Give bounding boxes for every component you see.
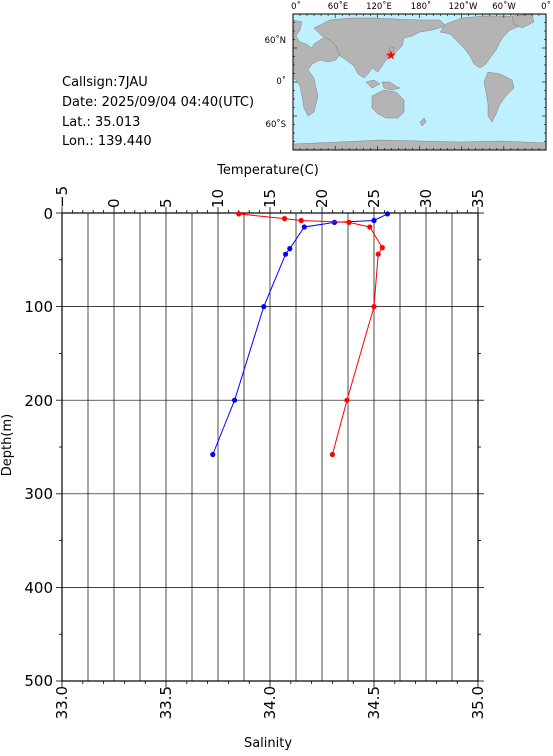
world-map: 0˚ 60˚E 120˚E 180˚ 120˚W 60˚W 0˚ 60˚N 0˚… bbox=[265, 1, 551, 151]
y-tick-label: 0 bbox=[43, 205, 53, 223]
temperature-tick-label: 20 bbox=[313, 189, 331, 208]
map-lon-label: 120˚E bbox=[366, 1, 392, 12]
temperature-tick-label: 0 bbox=[105, 198, 123, 208]
temperature-tick-label: 15 bbox=[261, 189, 279, 208]
temperature-data-point bbox=[384, 211, 391, 217]
salinity-data-point bbox=[344, 397, 350, 403]
station-info: Callsign:7JAU Date: 2025/09/04 04:40(UTC… bbox=[62, 75, 254, 149]
chart-grid bbox=[61, 213, 479, 681]
y-tick-label: 400 bbox=[24, 579, 53, 597]
land-japan bbox=[385, 45, 395, 59]
land-south-america bbox=[483, 71, 515, 123]
map-lat-labels: 60˚N 0˚ 60˚S bbox=[265, 35, 286, 130]
land-new-guinea bbox=[381, 81, 401, 91]
salinity-data-point bbox=[346, 219, 352, 225]
salinity-data-point bbox=[329, 451, 335, 458]
temperature-data-point bbox=[232, 397, 238, 403]
salinity-tick-labels: 33.0 33.5 34.0 34.5 35.0 bbox=[53, 686, 487, 719]
map-lon-label: 180˚ bbox=[411, 1, 431, 12]
temperature-axis-title: Temperature(C) bbox=[216, 163, 319, 178]
salinity-profile-line bbox=[238, 213, 383, 455]
temperature-profile-line bbox=[212, 213, 388, 455]
y-tick-labels: 0 100 200 300 400 500 bbox=[24, 205, 53, 690]
y-axis-title: Depth(m) bbox=[0, 414, 15, 476]
temperature-tick-label: 35 bbox=[469, 189, 487, 208]
map-lon-label: 60˚W bbox=[492, 1, 516, 12]
temperature-data-point bbox=[371, 217, 377, 224]
map-lon-label: 60˚E bbox=[328, 1, 348, 12]
salinity-data-point bbox=[298, 217, 304, 224]
temperature-data-point bbox=[283, 251, 289, 257]
temperature-data-point bbox=[287, 246, 293, 252]
y-tick-label: 500 bbox=[24, 672, 53, 690]
temperature-tick-label: 30 bbox=[417, 189, 435, 208]
map-ticks bbox=[292, 13, 547, 151]
land-antarctica bbox=[293, 139, 546, 150]
map-lon-label: 0˚ bbox=[291, 1, 301, 12]
salinity-data-point bbox=[379, 245, 385, 251]
date-text: Date: 2025/09/04 04:40(UTC) bbox=[62, 95, 254, 110]
salinity-data-point bbox=[282, 216, 288, 222]
salinity-data-point bbox=[367, 224, 373, 230]
salinity-tick-label: 34.5 bbox=[365, 686, 383, 719]
map-lat-label: 0˚ bbox=[276, 76, 286, 87]
plot-frame bbox=[61, 212, 479, 682]
salinity-tick-label: 34.0 bbox=[261, 686, 279, 719]
land-north-america bbox=[439, 15, 525, 69]
map-land bbox=[293, 14, 546, 150]
map-lat-label: 60˚S bbox=[266, 119, 286, 130]
map-lon-label: 120˚W bbox=[449, 1, 478, 12]
map-lon-labels: 0˚ 60˚E 120˚E 180˚ 120˚W 60˚W 0˚ bbox=[291, 1, 551, 12]
temperature-data-point bbox=[331, 219, 338, 225]
salinity-data-point bbox=[375, 251, 381, 257]
y-tick-label: 100 bbox=[24, 298, 53, 316]
latitude-text: Lat.: 35.013 bbox=[62, 115, 140, 130]
temperature-data-point bbox=[301, 224, 307, 230]
profile-chart: 0 100 200 300 400 500 Depth(m) −5 0 5 10… bbox=[0, 163, 487, 751]
land-australia bbox=[371, 89, 405, 119]
salinity-tick-label: 33.5 bbox=[157, 686, 175, 719]
salinity-tick-label: 33.0 bbox=[53, 686, 71, 719]
salinity-data-point bbox=[371, 304, 377, 310]
land-europe-africa bbox=[293, 19, 341, 117]
salinity-axis-title: Salinity bbox=[244, 736, 292, 751]
temperature-tick-label: 25 bbox=[365, 189, 383, 208]
map-lon-label: 0˚ bbox=[541, 1, 551, 12]
longitude-text: Lon.: 139.440 bbox=[62, 134, 152, 149]
temperature-data-point bbox=[210, 451, 216, 458]
salinity-tick-label: 35.0 bbox=[469, 686, 487, 719]
land-new-zealand bbox=[419, 117, 427, 127]
salinity-data-point bbox=[236, 211, 242, 217]
temperature-data-point bbox=[261, 304, 267, 310]
station-marker-icon: ★ bbox=[385, 49, 397, 64]
temperature-tick-label: −5 bbox=[53, 186, 71, 208]
map-lat-label: 60˚N bbox=[265, 35, 286, 46]
callsign-text: Callsign:7JAU bbox=[62, 75, 148, 90]
temperature-tick-label: 10 bbox=[209, 189, 227, 208]
land-indonesia bbox=[365, 79, 381, 89]
y-tick-label: 300 bbox=[24, 485, 53, 503]
series-layer bbox=[210, 211, 391, 458]
y-tick-label: 200 bbox=[24, 392, 53, 410]
temperature-tick-labels: −5 0 5 10 15 20 25 30 35 bbox=[53, 186, 487, 208]
temperature-tick-label: 5 bbox=[157, 198, 175, 208]
